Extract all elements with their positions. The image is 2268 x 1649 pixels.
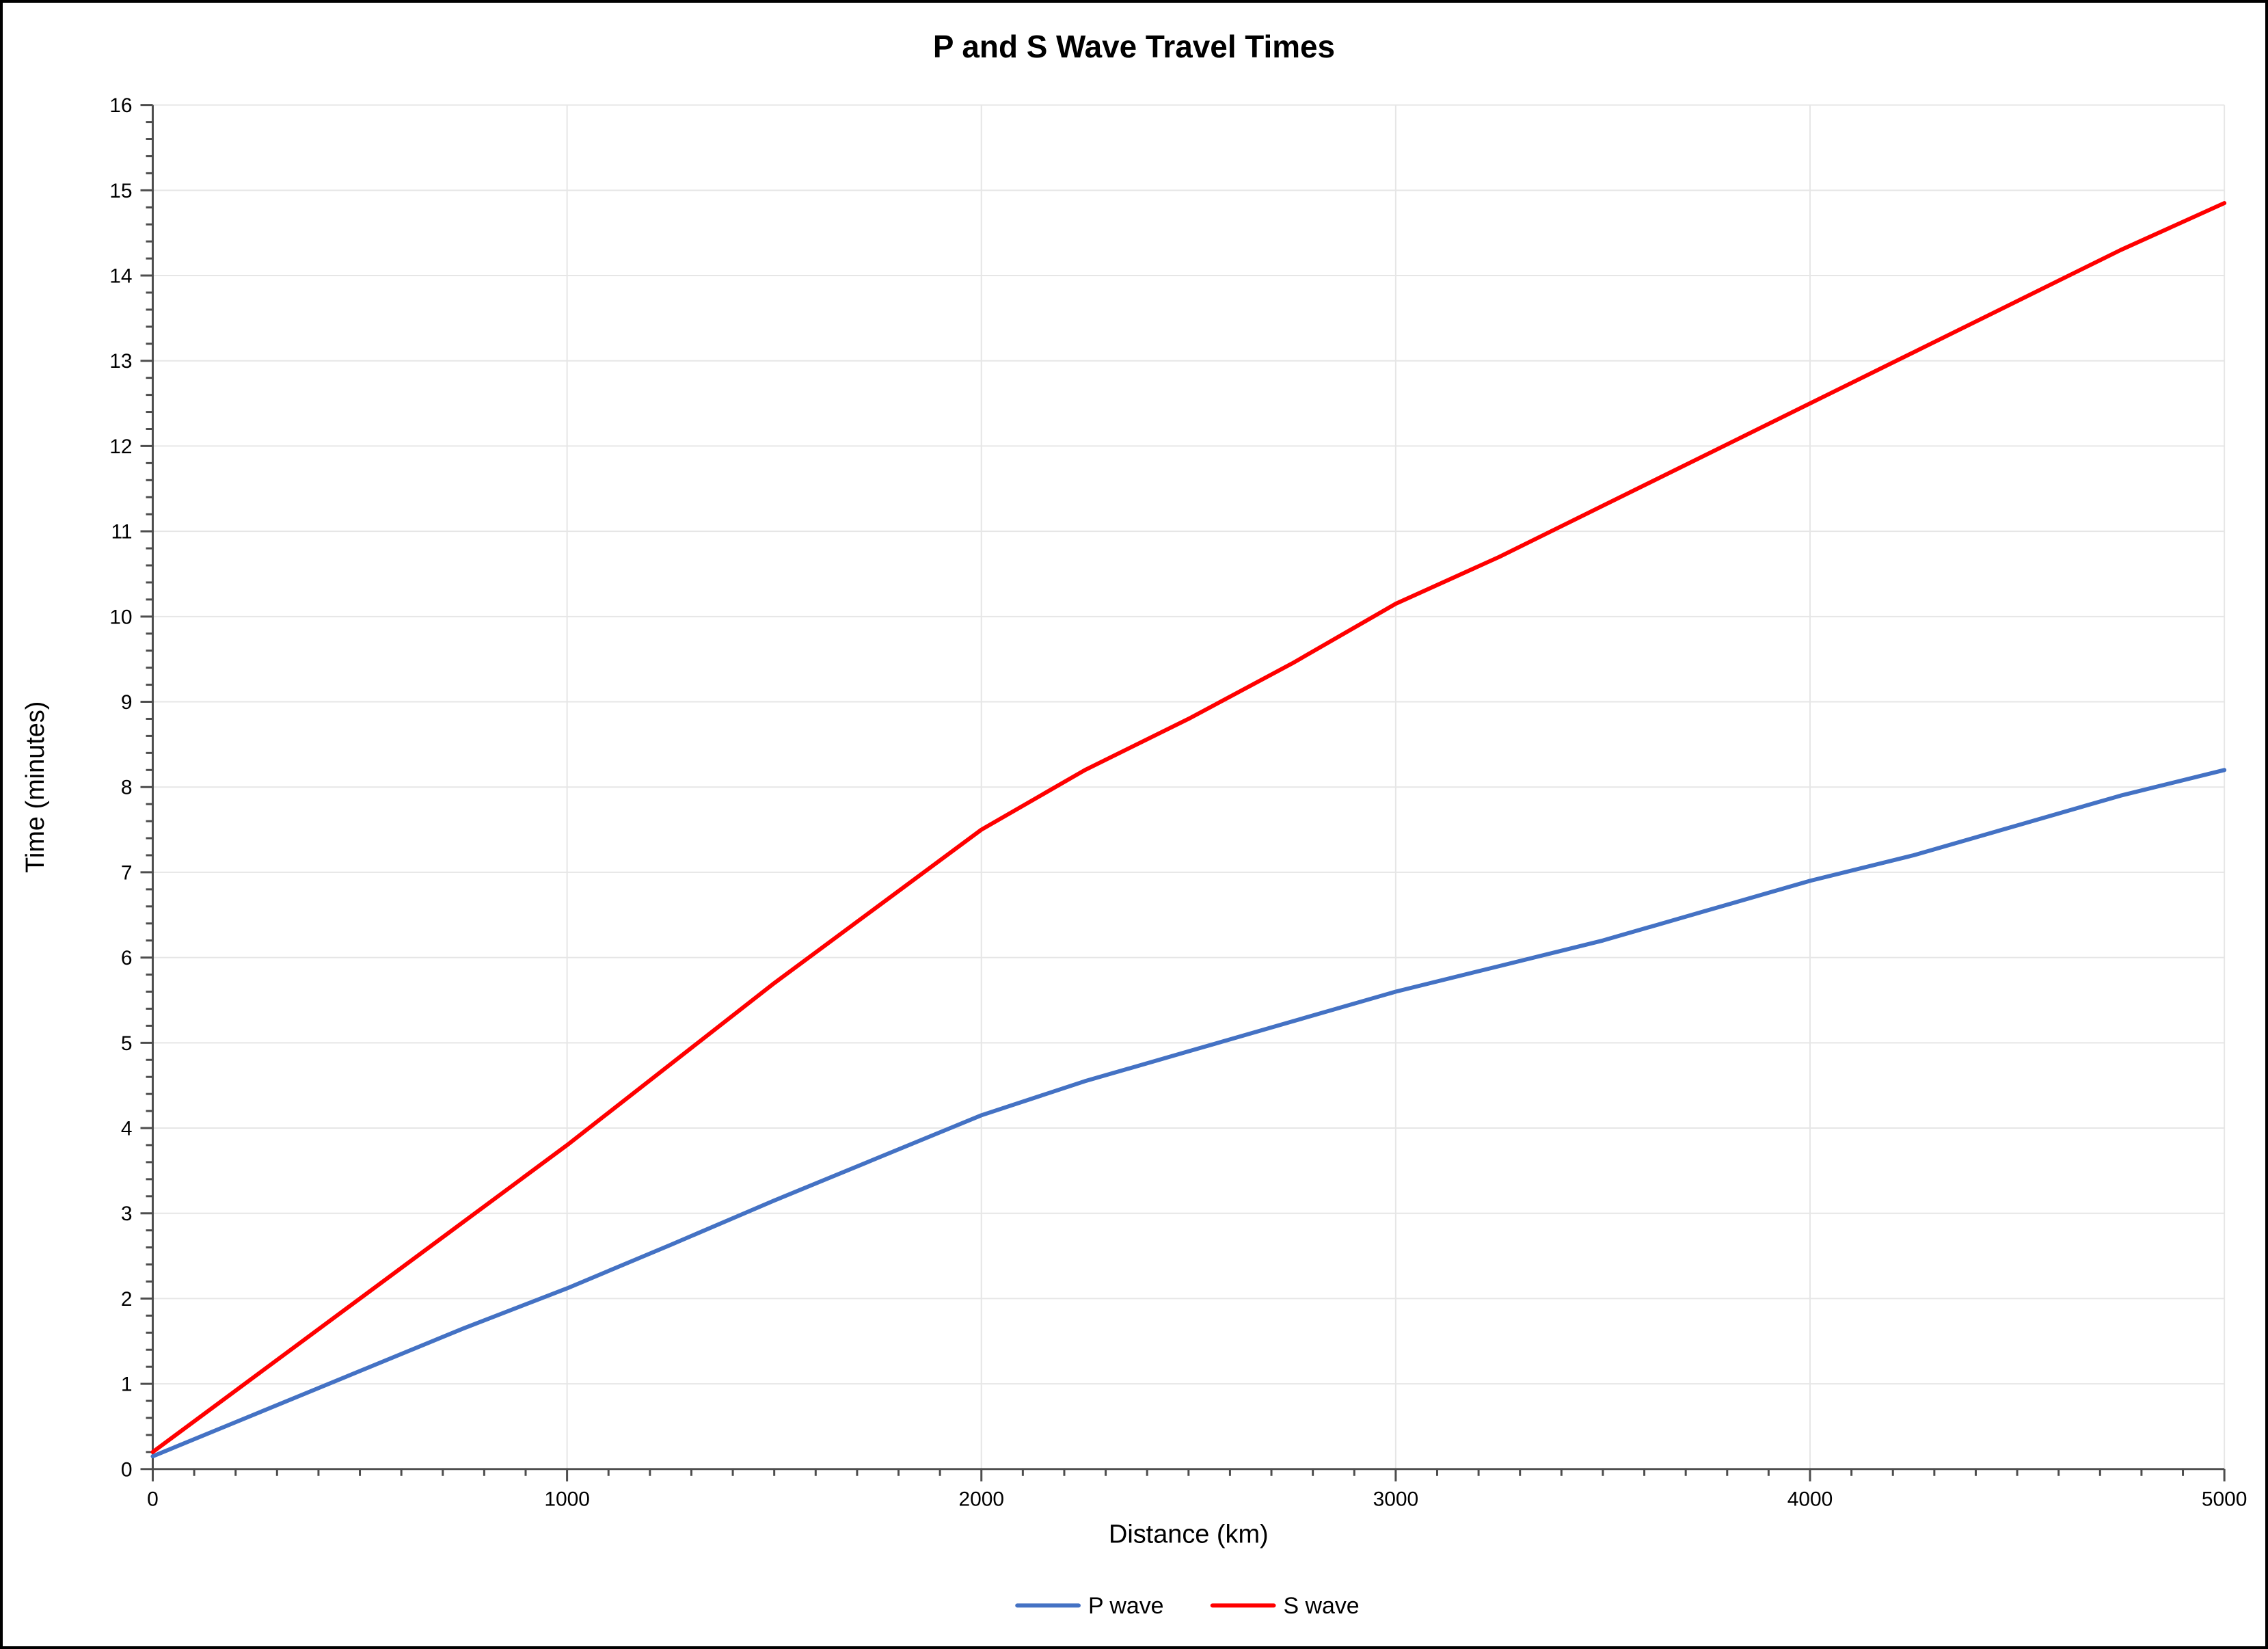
y-tick-label: 10 xyxy=(109,606,132,628)
y-tick-label: 8 xyxy=(121,777,133,799)
y-tick-label: 13 xyxy=(109,350,132,373)
legend-label: S wave xyxy=(1283,1593,1359,1619)
y-tick-label: 16 xyxy=(109,94,132,117)
y-tick-label: 7 xyxy=(121,861,133,884)
y-tick-label: 3 xyxy=(121,1203,133,1225)
x-tick-label: 1000 xyxy=(544,1488,590,1511)
y-tick-label: 9 xyxy=(121,691,133,714)
x-tick-label: 4000 xyxy=(1787,1488,1833,1511)
chart-svg: P and S Wave Travel Times010002000300040… xyxy=(3,3,2265,1646)
y-tick-label: 4 xyxy=(121,1117,133,1140)
y-tick-label: 6 xyxy=(121,947,133,969)
x-tick-label: 5000 xyxy=(2202,1488,2247,1511)
x-axis-label: Distance (km) xyxy=(1109,1520,1269,1549)
chart-background xyxy=(3,3,2265,1646)
legend-label: P wave xyxy=(1088,1593,1164,1619)
y-tick-label: 5 xyxy=(121,1032,133,1055)
y-tick-label: 14 xyxy=(109,265,132,288)
y-tick-label: 11 xyxy=(111,521,132,544)
chart-frame: P and S Wave Travel Times010002000300040… xyxy=(0,0,2268,1649)
x-tick-label: 2000 xyxy=(958,1488,1004,1511)
x-tick-label: 0 xyxy=(147,1488,159,1511)
y-tick-label: 1 xyxy=(121,1373,133,1396)
y-tick-label: 0 xyxy=(121,1458,133,1481)
y-tick-label: 15 xyxy=(109,180,132,202)
y-axis-label: Time (minutes) xyxy=(21,701,50,873)
y-tick-label: 2 xyxy=(121,1288,133,1311)
x-tick-label: 3000 xyxy=(1373,1488,1419,1511)
chart-title: P and S Wave Travel Times xyxy=(933,29,1335,64)
y-tick-label: 12 xyxy=(109,435,132,458)
